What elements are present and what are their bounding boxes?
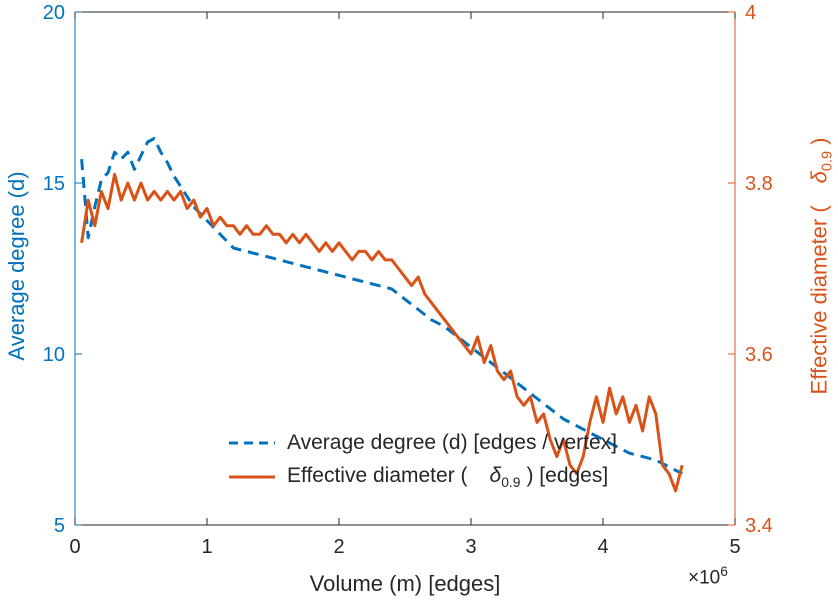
y-axis-right-label: Effective diameter ( δ0.9) (806, 138, 835, 395)
y-right-tick-label: 3.8 (745, 173, 773, 195)
y-right-tick-label: 3.4 (745, 515, 773, 537)
x-axis-exponent: ×106 (688, 564, 728, 589)
legend-label-average-degree: Average degree (d) [edges / vertex] (287, 431, 617, 454)
x-axis-exponent-base: ×10 (688, 567, 721, 589)
series-line-average-degree (80, 137, 683, 476)
series-line-effective-diameter (80, 172, 684, 493)
legend-item-average-degree: Average degree (d) [edges / vertex] (228, 431, 617, 455)
y-left-tick-label: 10 (43, 344, 65, 366)
legend-delta-subscript: 0.9 (501, 474, 521, 491)
legend-label-effective-diameter: Effective diameter ( δ0.9 ) [edges] (287, 464, 608, 490)
x-tick-label: 4 (597, 536, 608, 558)
x-tick-label: 2 (333, 536, 344, 558)
y-right-tick-label: 4 (745, 2, 756, 24)
y-axis-right-label-suffix: ) (806, 137, 832, 145)
y-right-tick-label: 3.6 (745, 344, 773, 366)
x-axis-exponent-power: 6 (720, 564, 728, 579)
y-left-tick-label: 20 (43, 2, 65, 24)
x-tick-label: 0 (69, 536, 80, 558)
legend-label-effective-diameter-suffix: ) [edges] (526, 464, 609, 487)
legend-solid-line-sample (229, 475, 275, 479)
delta-symbol: δ (806, 171, 832, 184)
legend-dashed-line-sample (229, 441, 275, 445)
legend-item-effective-diameter: Effective diameter ( δ0.9 ) [edges] (228, 464, 617, 490)
x-axis-label-text: Volume (m) [edges] (309, 571, 501, 596)
x-tick-label: 1 (201, 536, 212, 558)
y-left-tick-label: 15 (43, 173, 65, 195)
x-tick-label: 5 (729, 536, 740, 558)
legend-delta-symbol: δ (489, 464, 502, 487)
x-tick-label: 3 (465, 536, 476, 558)
x-axis-label: Volume (m) [edges] (310, 571, 501, 597)
delta-subscript: 0.9 (819, 150, 836, 172)
legend: Average degree (d) [edges / vertex] Effe… (228, 431, 617, 490)
y-axis-left-label: Average degree (d) (4, 171, 30, 360)
legend-label-effective-diameter-prefix: Effective diameter ( (287, 464, 468, 487)
y-left-tick-label: 5 (54, 515, 65, 537)
y-axis-left-label-text: Average degree (d) (4, 171, 29, 361)
y-axis-right-label-prefix: Effective diameter ( (806, 205, 832, 395)
